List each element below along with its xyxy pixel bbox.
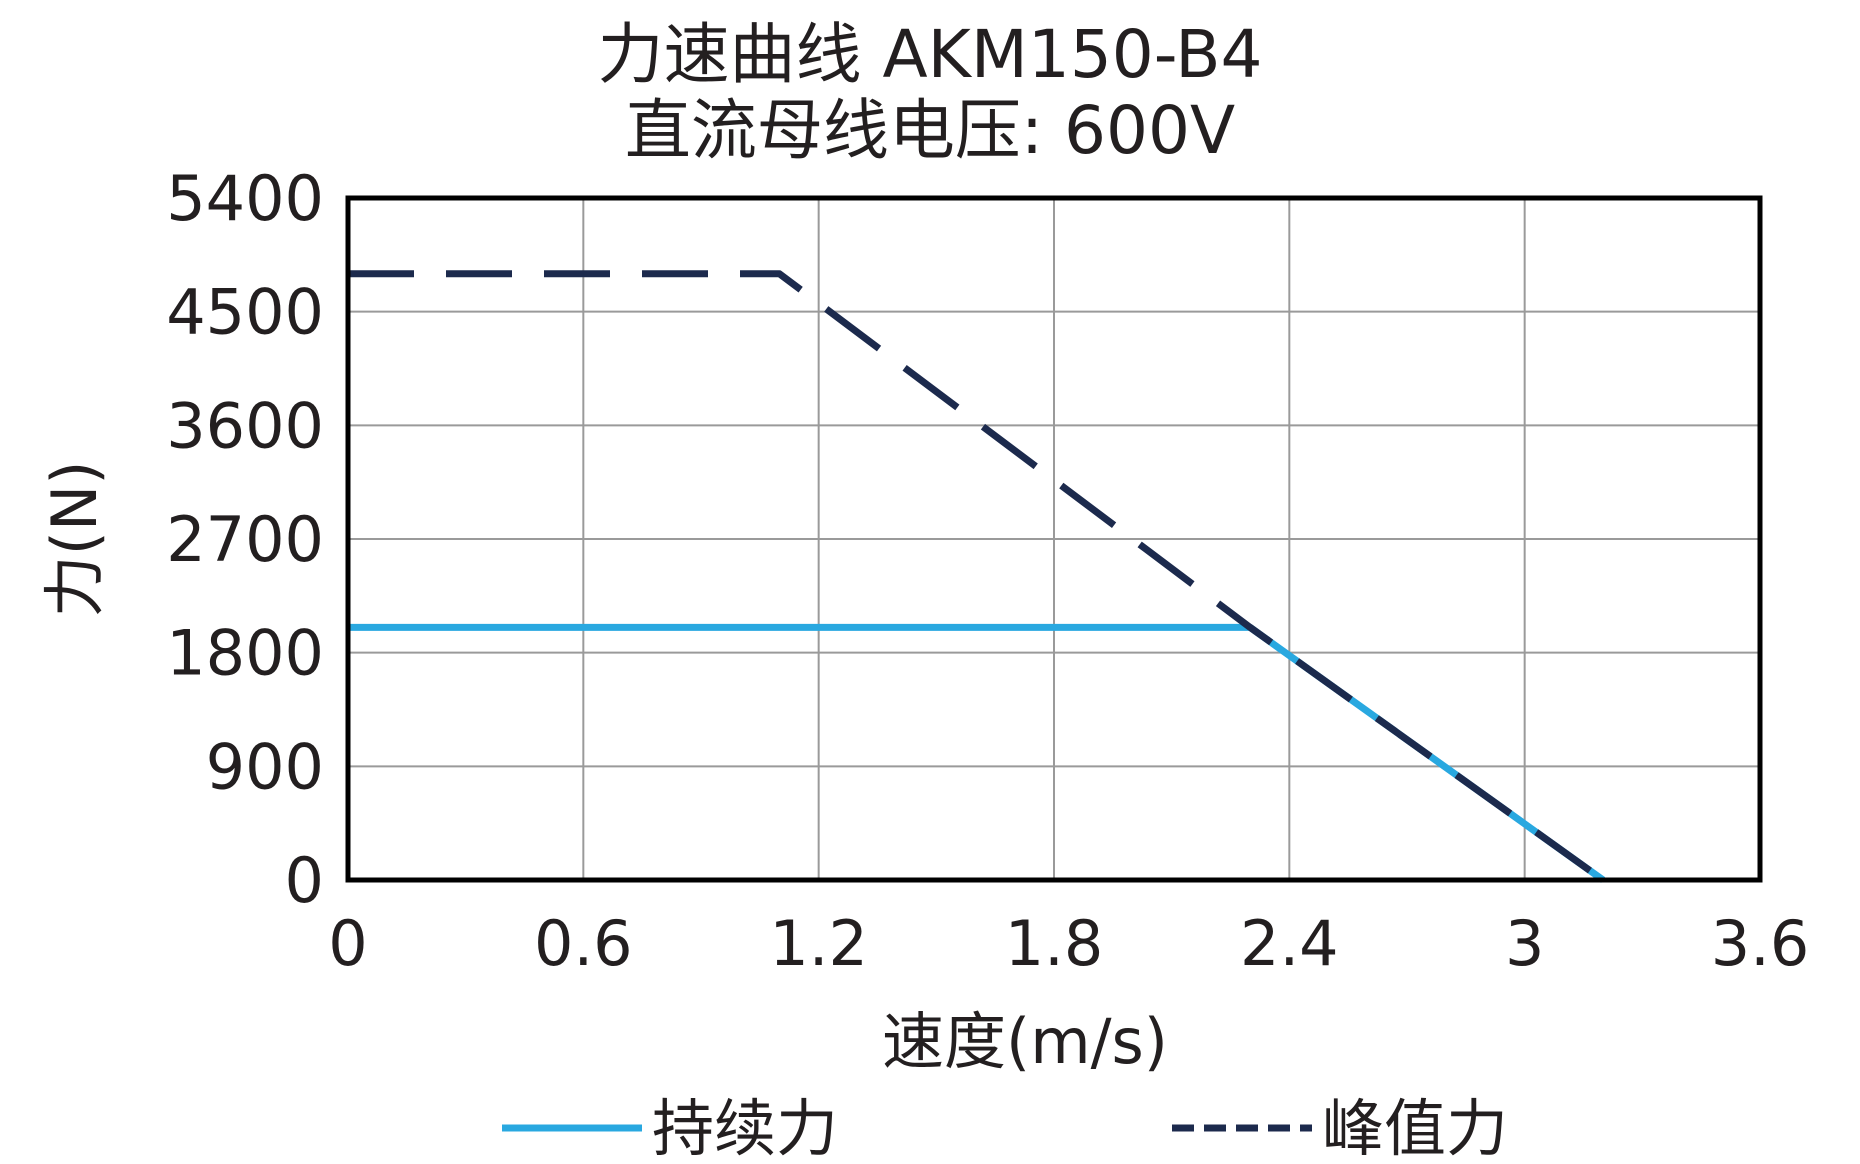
x-tick-label: 2.4 [1240, 907, 1339, 980]
y-tick-label: 2700 [166, 503, 324, 576]
x-tick-labels: 0 0.6 1.2 1.8 2.4 3 3.6 [328, 907, 1809, 980]
y-tick-labels: 0 900 1800 2700 3600 4500 5400 [166, 162, 324, 917]
y-tick-label: 3600 [166, 389, 324, 462]
chart-subtitle: 直流母线电压: 600V [624, 92, 1236, 169]
series-line-continuous [348, 623, 1606, 883]
y-tick-label: 0 [285, 844, 324, 917]
legend: 持续力 峰值力 [502, 1092, 1508, 1164]
x-tick-label: 3 [1505, 907, 1544, 980]
series-layer [348, 270, 1606, 883]
y-tick-label: 1800 [166, 617, 324, 690]
legend-label-continuous: 持续力 [652, 1092, 838, 1164]
x-tick-label: 3.6 [1711, 907, 1810, 980]
series-line-peak [348, 270, 1606, 883]
plot-frame [345, 195, 1763, 883]
grid [347, 197, 1761, 881]
x-axis-label: 速度(m/s) [882, 1005, 1168, 1078]
y-tick-label: 4500 [166, 276, 324, 349]
x-tick-label: 0.6 [534, 907, 633, 980]
x-tick-label: 1.8 [1005, 907, 1104, 980]
y-tick-label: 900 [206, 730, 324, 803]
legend-label-peak: 峰值力 [1322, 1092, 1508, 1164]
x-tick-label: 1.2 [769, 907, 868, 980]
chart-title: 力速曲线 AKM150-B4 [597, 16, 1263, 93]
y-tick-label: 5400 [166, 162, 324, 235]
x-tick-label: 0 [328, 907, 367, 980]
y-axis-label: 力(N) [38, 461, 111, 618]
